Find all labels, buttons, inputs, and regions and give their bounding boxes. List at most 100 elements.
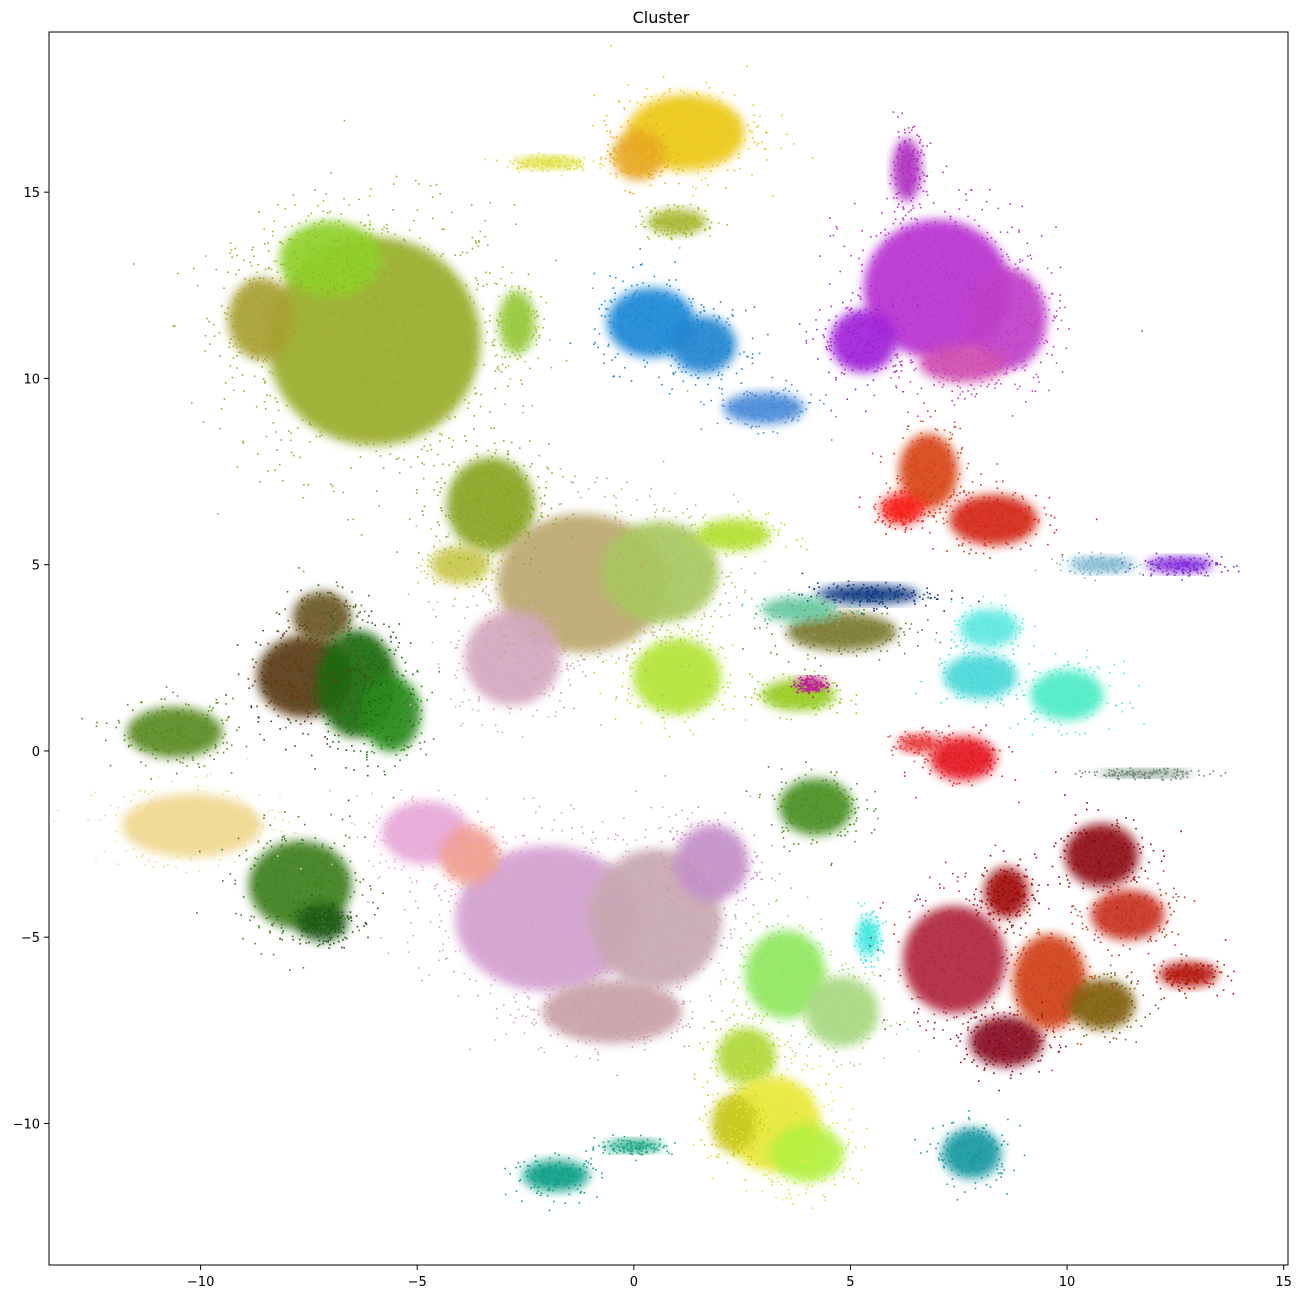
scatter-point: [368, 387, 370, 389]
scatter-point: [403, 459, 405, 461]
scatter-point: [510, 319, 512, 321]
scatter-point: [978, 286, 980, 288]
scatter-point: [877, 317, 879, 319]
scatter-point: [893, 366, 895, 368]
scatter-point: [674, 224, 676, 226]
scatter-point: [284, 355, 286, 357]
scatter-point: [333, 307, 335, 309]
scatter-point: [675, 162, 677, 164]
scatter-point: [685, 349, 687, 351]
scatter-point: [594, 273, 596, 275]
scatter-point: [409, 268, 411, 270]
scatter-point: [957, 452, 959, 454]
scatter-point: [997, 517, 999, 519]
scatter-point: [913, 296, 915, 298]
scatter-point: [391, 273, 393, 275]
scatter-point: [500, 313, 502, 315]
scatter-point: [342, 492, 344, 494]
scatter-point: [637, 147, 639, 149]
scatter-point: [259, 285, 261, 287]
scatter-point: [323, 273, 325, 275]
scatter-point: [255, 352, 257, 354]
scatter-point: [362, 367, 364, 369]
scatter-point: [609, 321, 611, 323]
scatter-point: [304, 333, 306, 335]
scatter-point: [912, 205, 914, 207]
scatter-point: [953, 245, 955, 247]
scatter-point: [835, 377, 837, 379]
scatter-point: [677, 218, 679, 220]
scatter-point: [280, 264, 282, 266]
scatter-point: [978, 370, 980, 372]
scatter-point: [939, 471, 941, 473]
scatter-point: [1014, 384, 1016, 386]
scatter-point: [932, 493, 934, 495]
scatter-point: [907, 429, 909, 431]
scatter-point: [625, 190, 627, 192]
scatter-point: [491, 531, 493, 533]
scatter-point: [542, 516, 544, 518]
scatter-point: [985, 307, 987, 309]
scatter-point: [915, 277, 917, 279]
scatter-point: [301, 367, 303, 369]
scatter-point: [231, 257, 233, 259]
scatter-point: [905, 482, 907, 484]
scatter-point: [441, 478, 443, 480]
scatter-point: [260, 313, 262, 315]
scatter-point: [282, 352, 284, 354]
scatter-point: [1017, 269, 1019, 271]
scatter-point: [386, 224, 388, 226]
scatter-point: [917, 415, 919, 417]
scatter-point: [462, 252, 464, 254]
scatter-point: [1023, 294, 1025, 296]
scatter-point: [607, 130, 609, 132]
scatter-point: [332, 486, 334, 488]
scatter-point: [370, 367, 372, 369]
scatter-point: [864, 315, 866, 317]
scatter-point: [447, 416, 449, 418]
scatter-point: [942, 377, 944, 379]
scatter-point: [321, 434, 323, 436]
scatter-point: [630, 354, 632, 356]
scatter-point: [925, 464, 927, 466]
scatter-point: [363, 385, 365, 387]
scatter-point: [688, 325, 690, 327]
scatter-point: [987, 342, 989, 344]
scatter-point: [541, 160, 543, 162]
scatter-point: [495, 355, 497, 357]
scatter-point: [776, 393, 778, 395]
scatter-point: [921, 433, 923, 435]
scatter-point: [973, 322, 975, 324]
scatter-point: [998, 293, 1000, 295]
scatter-point: [996, 328, 998, 330]
scatter-point: [669, 209, 671, 211]
cluster-blob: [762, 597, 836, 622]
scatter-point: [730, 423, 732, 425]
scatter-point: [437, 342, 439, 344]
scatter-point: [265, 333, 267, 335]
scatter-point: [946, 550, 948, 552]
scatter-point: [389, 406, 391, 408]
scatter-point: [1047, 268, 1049, 270]
scatter-point: [388, 303, 390, 305]
scatter-point: [398, 381, 400, 383]
scatter-point: [1023, 532, 1025, 534]
scatter-point: [258, 291, 260, 293]
scatter-point: [256, 272, 258, 274]
scatter-point: [614, 299, 616, 301]
scatter-point: [507, 450, 509, 452]
scatter-point: [601, 304, 603, 306]
scatter-point: [553, 523, 555, 525]
scatter-point: [367, 413, 369, 415]
scatter-point: [518, 337, 520, 339]
scatter-point: [230, 252, 232, 254]
scatter-point: [848, 356, 850, 358]
scatter-point: [438, 524, 440, 526]
scatter-point: [650, 308, 652, 310]
scatter-point: [883, 322, 885, 324]
scatter-point: [904, 256, 906, 258]
scatter-point: [191, 402, 193, 404]
scatter-point: [688, 322, 690, 324]
scatter-point: [357, 380, 359, 382]
scatter-point: [358, 424, 360, 426]
